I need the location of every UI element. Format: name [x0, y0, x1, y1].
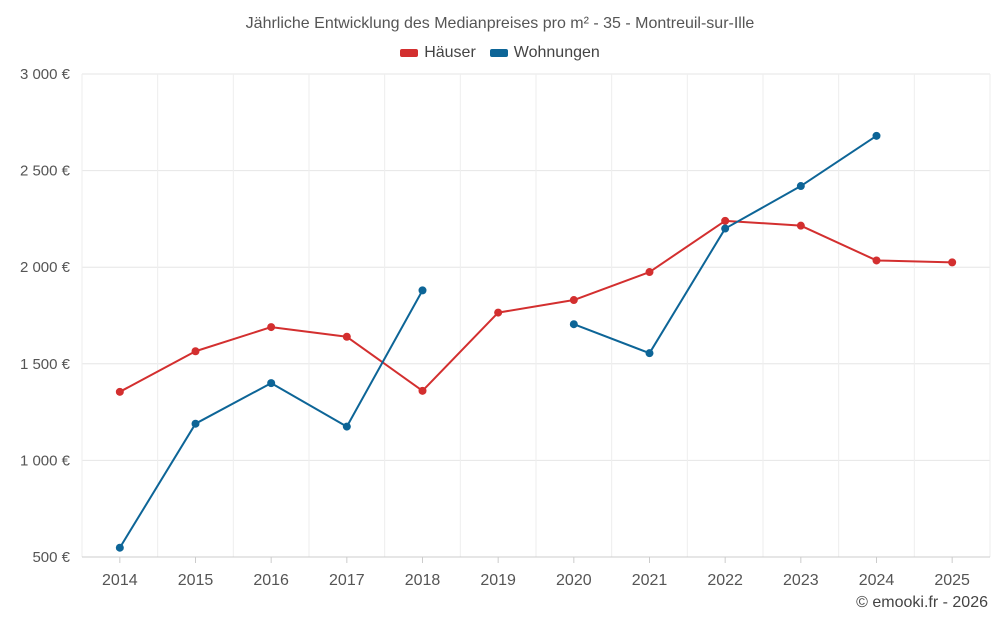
y-tick-label: 1 500 €: [20, 356, 71, 373]
series-line-haeuser: [119, 219, 953, 393]
x-tick-label: 2019: [480, 572, 516, 589]
legend-swatch-wohnungen: [489, 49, 508, 57]
x-tick-label: 2016: [253, 572, 289, 589]
data-point-haeuser: [645, 268, 654, 277]
x-tick-label: 2015: [178, 572, 214, 589]
data-point-haeuser: [569, 296, 578, 305]
data-point-wohnungen: [267, 379, 276, 388]
legend-item-wohnungen[interactable]: Wohnungen: [489, 44, 600, 62]
data-point-wohnungen: [796, 182, 805, 191]
data-point-haeuser: [267, 323, 276, 332]
data-point-haeuser: [948, 258, 957, 267]
credit-text: © emooki.fr - 2026: [856, 594, 988, 611]
data-point-wohnungen: [115, 543, 124, 552]
data-point-wohnungen: [721, 224, 730, 233]
legend-swatch-haeuser: [400, 49, 419, 57]
data-point-wohnungen: [191, 419, 200, 428]
series-line-wohnungen: [573, 134, 878, 355]
data-point-wohnungen: [342, 422, 351, 431]
data-point-haeuser: [418, 386, 427, 395]
x-tick-label: 2020: [556, 572, 592, 589]
x-tick-label: 2025: [934, 572, 970, 589]
x-tick-label: 2022: [707, 572, 743, 589]
x-tick-label: 2017: [329, 572, 365, 589]
legend: Häuser Wohnungen: [0, 44, 1000, 62]
data-point-haeuser: [796, 221, 805, 230]
data-point-haeuser: [342, 332, 351, 341]
x-tick-label: 2024: [859, 572, 895, 589]
y-tick-label: 500 €: [32, 549, 70, 566]
x-tick-label: 2021: [632, 572, 668, 589]
x-tick-label: 2014: [102, 572, 138, 589]
data-point-haeuser: [494, 308, 503, 317]
legend-label-haeuser: Häuser: [424, 44, 476, 61]
data-point-wohnungen: [569, 320, 578, 329]
data-point-wohnungen: [872, 131, 881, 140]
y-tick-label: 2 000 €: [20, 259, 71, 276]
legend-label-wohnungen: Wohnungen: [513, 44, 600, 61]
data-point-wohnungen: [418, 286, 427, 295]
legend-item-haeuser[interactable]: Häuser: [400, 44, 476, 62]
data-point-haeuser: [721, 216, 730, 225]
data-point-haeuser: [115, 387, 124, 396]
y-tick-label: 1 000 €: [20, 452, 71, 469]
chart-title: Jährliche Entwicklung des Medianpreises …: [245, 15, 755, 32]
data-point-haeuser: [191, 347, 200, 356]
y-tick-label: 3 000 €: [20, 66, 71, 83]
data-point-haeuser: [872, 256, 881, 265]
x-tick-label: 2018: [405, 572, 441, 589]
data-point-wohnungen: [645, 349, 654, 358]
x-tick-label: 2023: [783, 572, 819, 589]
y-tick-label: 2 500 €: [20, 163, 71, 180]
